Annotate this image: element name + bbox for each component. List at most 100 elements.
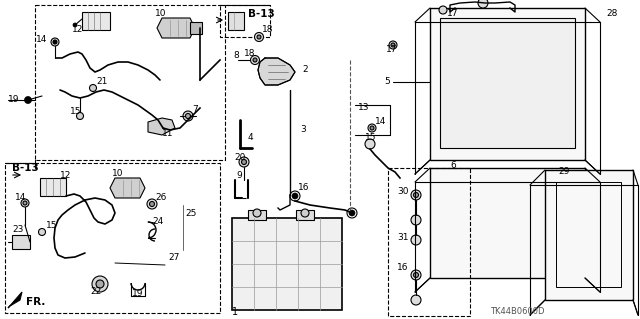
Text: 1: 1 [232,307,238,317]
Circle shape [292,193,298,199]
Bar [545,170,633,300]
Text: 8: 8 [233,51,239,61]
Text: 22: 22 [90,286,101,295]
Text: TK44B0600D: TK44B0600D [490,308,545,316]
Text: 14: 14 [375,117,387,127]
Bar [12,235,30,249]
Bar [556,182,621,287]
Text: 5: 5 [384,78,390,86]
Text: 7: 7 [192,106,198,115]
Polygon shape [148,118,175,135]
Text: FR.: FR. [26,297,45,307]
Text: 27: 27 [168,254,179,263]
Bar [232,218,342,310]
Text: 16: 16 [298,183,310,192]
Circle shape [391,43,395,47]
Text: 10: 10 [112,168,124,177]
Text: 12: 12 [72,26,83,34]
Text: 11: 11 [162,129,173,137]
Circle shape [439,6,447,14]
Text: B-13: B-13 [12,163,39,173]
Circle shape [73,23,77,27]
Text: 10: 10 [155,10,166,19]
Bar [296,210,314,220]
Text: 18: 18 [262,25,273,33]
Text: 14: 14 [15,194,26,203]
Circle shape [24,97,31,103]
Circle shape [90,85,97,92]
Circle shape [51,38,59,46]
Circle shape [38,228,45,235]
Text: 19: 19 [132,288,143,298]
Text: 15: 15 [46,220,58,229]
Text: 2: 2 [302,65,308,75]
Circle shape [250,56,259,64]
Bar [388,168,470,316]
Text: B-13: B-13 [248,9,275,19]
Bar [220,5,270,37]
Text: 21: 21 [96,78,108,86]
Bar [40,178,66,196]
Bar [190,22,202,34]
Bar [82,12,110,30]
Text: 9: 9 [236,172,242,181]
Circle shape [301,209,309,217]
Circle shape [150,202,154,206]
Text: 29: 29 [558,167,570,176]
Bar [430,168,585,278]
Circle shape [349,210,355,216]
Circle shape [257,35,261,39]
Circle shape [147,199,157,209]
Text: 16: 16 [397,263,408,272]
Text: 28: 28 [606,10,618,19]
Circle shape [239,157,249,167]
Text: 23: 23 [12,226,24,234]
Circle shape [411,190,421,200]
Text: 15: 15 [365,133,376,143]
Circle shape [183,111,193,121]
Circle shape [389,41,397,49]
Circle shape [253,58,257,62]
Circle shape [368,124,376,132]
Circle shape [365,139,375,149]
Text: 17: 17 [447,10,458,19]
Text: 25: 25 [185,209,196,218]
Circle shape [92,276,108,292]
Text: 19: 19 [8,95,19,105]
Circle shape [53,40,57,44]
Circle shape [411,215,421,225]
Circle shape [77,113,83,120]
Bar [430,8,585,160]
Circle shape [96,280,104,288]
Polygon shape [8,292,22,308]
Polygon shape [110,178,145,198]
Bar [248,210,266,220]
Text: 12: 12 [60,170,72,180]
Circle shape [411,295,421,305]
Circle shape [478,0,488,8]
Circle shape [186,114,191,118]
Text: 31: 31 [397,233,408,241]
Text: 20: 20 [234,153,245,162]
Text: 13: 13 [358,103,369,113]
Bar [35,5,225,160]
Text: 6: 6 [450,160,456,169]
Circle shape [413,272,419,278]
Circle shape [411,235,421,245]
Circle shape [370,126,374,130]
Bar [440,18,575,148]
Text: 17: 17 [386,46,397,55]
Text: 14: 14 [36,35,47,44]
Circle shape [21,199,29,207]
Text: 3: 3 [300,125,306,135]
Text: 4: 4 [248,133,253,143]
Bar [228,12,244,30]
Circle shape [255,33,264,41]
Text: 15: 15 [70,108,81,116]
Polygon shape [157,18,195,38]
Circle shape [411,270,421,280]
Text: 30: 30 [397,188,408,197]
Bar [5,163,220,313]
Text: 18: 18 [244,49,255,58]
Circle shape [253,209,261,217]
